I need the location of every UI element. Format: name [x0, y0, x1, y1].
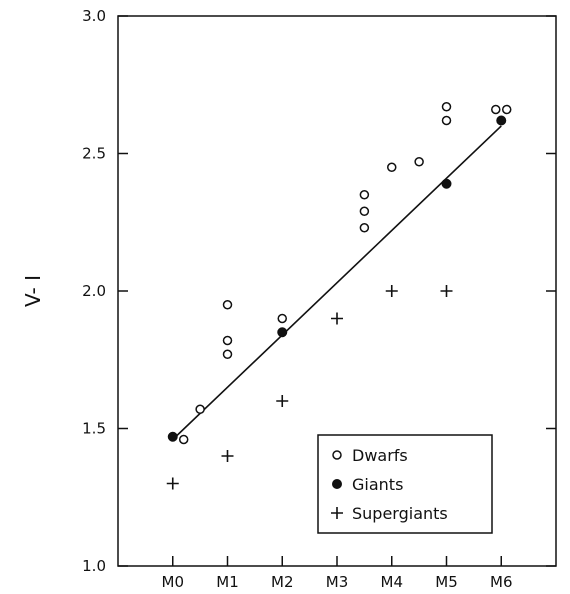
dwarfs-point	[441, 115, 452, 126]
fit-line	[172, 125, 502, 441]
x-tick-label: M6	[490, 573, 513, 591]
x-tick-label: M4	[381, 573, 404, 591]
dwarfs-point	[387, 162, 397, 172]
legend: Dwarfs Giants Supergiants	[317, 434, 493, 534]
y-tick-label: 2.0	[82, 282, 106, 300]
giants-point	[167, 431, 178, 442]
x-tick-label: M2	[271, 573, 294, 591]
dwarfs-point	[441, 102, 452, 112]
x-tick-label: M5	[435, 573, 458, 591]
x-axis: M0 M1 M2 M3 M4 M5 M6	[162, 556, 513, 591]
y-axis-label: V- I	[21, 275, 45, 307]
supergiants-point	[276, 395, 289, 407]
fit-line-layer	[172, 125, 502, 441]
dwarfs-point	[359, 206, 370, 216]
supergiants-point	[331, 312, 343, 325]
giants-point	[277, 327, 288, 338]
supergiants-point	[385, 285, 398, 297]
dwarfs-point	[222, 300, 233, 310]
y-tick-label: 3.0	[82, 7, 106, 25]
dwarfs-point	[491, 104, 501, 115]
dwarfs-point	[178, 434, 189, 445]
x-tick-label: M1	[216, 573, 239, 591]
legend-marker-supergiants	[331, 507, 343, 519]
legend-label-supergiants: Supergiants	[352, 504, 448, 523]
y-tick-label: 1.5	[82, 420, 106, 438]
dwarfs-point	[222, 349, 233, 359]
dwarfs-point	[195, 404, 205, 414]
points-layer	[166, 102, 512, 490]
giants-point	[441, 178, 452, 189]
legend-marker-dwarfs	[332, 450, 342, 460]
x-tick-label: M0	[162, 573, 185, 591]
dwarfs-point	[359, 223, 370, 233]
dwarfs-point	[414, 157, 424, 167]
dwarfs-point	[277, 313, 287, 324]
legend-box	[317, 434, 493, 534]
supergiants-point	[221, 450, 234, 462]
x-tick-label: M3	[326, 573, 349, 591]
giants-point	[496, 115, 507, 126]
y-axis: 1.0 1.5 2.0 2.5 3.0	[82, 7, 556, 575]
dwarfs-point	[222, 335, 233, 346]
legend-marker-giants	[332, 479, 342, 489]
dwarfs-point	[501, 104, 512, 115]
y-tick-label: 1.0	[82, 557, 106, 575]
legend-label-giants: Giants	[352, 475, 403, 494]
supergiants-point	[166, 477, 179, 490]
y-tick-label: 2.5	[82, 145, 106, 163]
dwarfs-point	[359, 190, 370, 200]
legend-label-dwarfs: Dwarfs	[352, 446, 408, 465]
supergiants-point	[440, 285, 453, 297]
